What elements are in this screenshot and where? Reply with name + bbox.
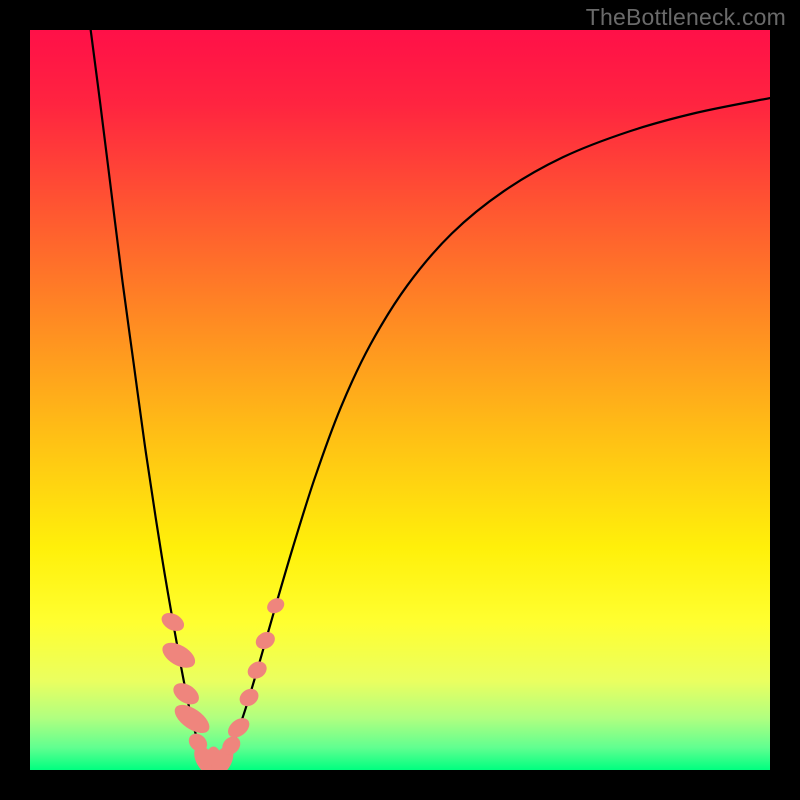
watermark: TheBottleneck.com (586, 4, 786, 31)
plot-background (30, 30, 770, 770)
chart-svg (0, 0, 800, 800)
chart-container: TheBottleneck.com (0, 0, 800, 800)
